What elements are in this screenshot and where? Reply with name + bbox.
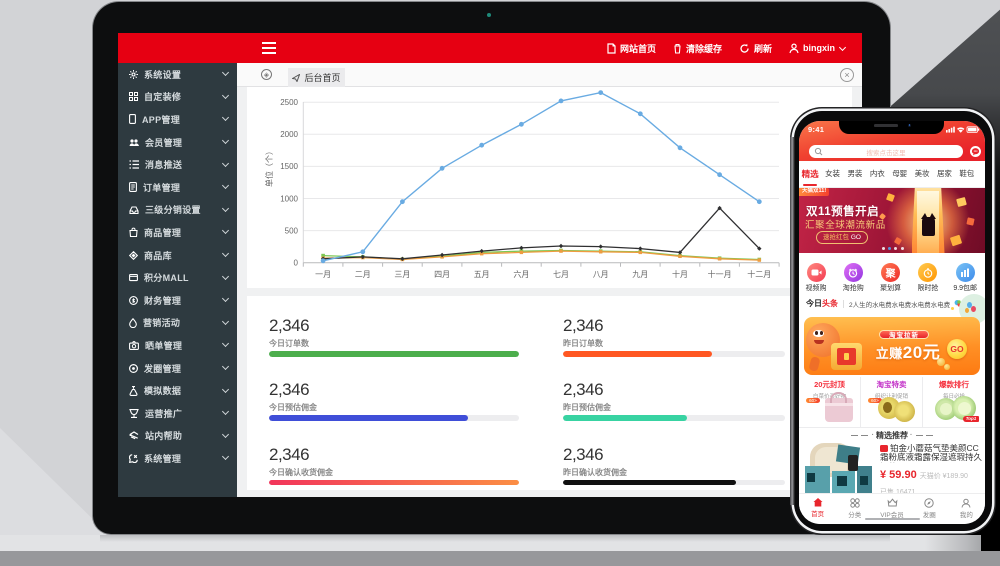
svg-text:八月: 八月 — [593, 270, 609, 279]
svg-text:单位（个）: 单位（个） — [264, 147, 274, 187]
svg-text:1000: 1000 — [280, 194, 298, 203]
svg-text:五月: 五月 — [474, 270, 490, 279]
svg-text:十二月: 十二月 — [747, 269, 771, 279]
svg-text:一月: 一月 — [315, 270, 331, 279]
svg-text:0: 0 — [294, 259, 299, 268]
svg-text:六月: 六月 — [513, 269, 529, 279]
svg-text:九月: 九月 — [632, 270, 648, 279]
svg-text:2000: 2000 — [280, 130, 298, 139]
svg-text:500: 500 — [285, 226, 299, 235]
svg-text:十月: 十月 — [672, 269, 688, 279]
svg-text:2500: 2500 — [280, 98, 298, 107]
svg-text:二月: 二月 — [355, 270, 371, 279]
svg-text:十一月: 十一月 — [708, 269, 732, 279]
svg-text:1500: 1500 — [280, 162, 298, 171]
svg-text:四月: 四月 — [434, 270, 450, 279]
svg-text:七月: 七月 — [553, 270, 569, 279]
svg-text:三月: 三月 — [394, 270, 410, 279]
